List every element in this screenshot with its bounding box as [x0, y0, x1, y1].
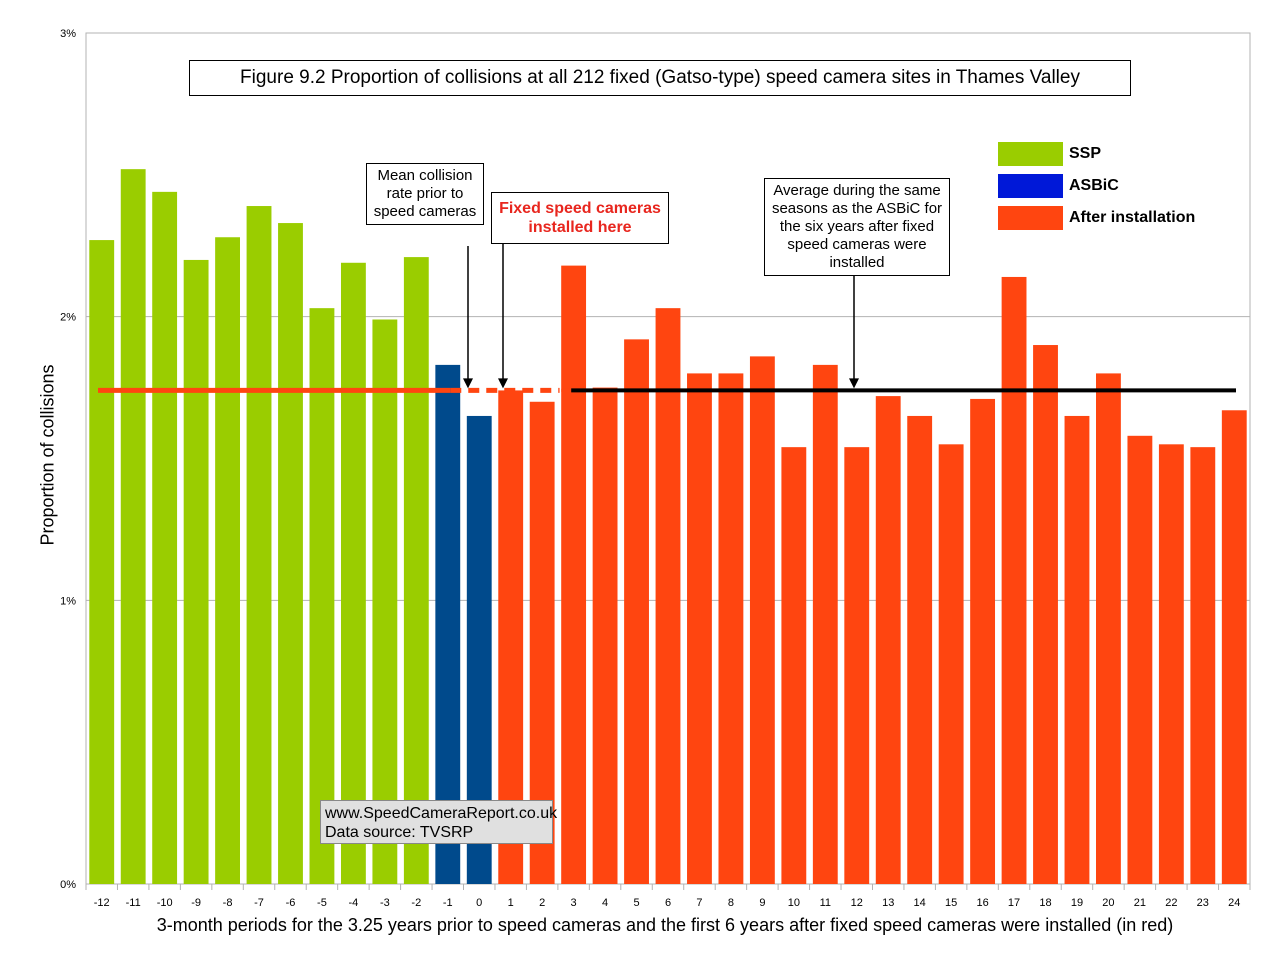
legend-label-after: After installation: [1069, 209, 1196, 226]
x-tick-label: 4: [602, 897, 608, 909]
bar: [309, 308, 335, 884]
x-tick-label: 21: [1134, 897, 1146, 909]
source-url: www.SpeedCameraReport.co.uk: [325, 805, 558, 822]
x-tick-label: -6: [286, 897, 296, 909]
bar: [340, 262, 366, 884]
legend-item-ssp: SSP: [998, 138, 1208, 170]
x-tick-label: -4: [349, 897, 359, 909]
bar: [278, 223, 303, 885]
bar: [970, 398, 996, 884]
source-note: Data source: TVSRP: [325, 824, 474, 841]
bar: [844, 447, 870, 884]
y-axis-label: Proportion of collisions: [37, 364, 58, 546]
bar: [1064, 415, 1090, 884]
x-tick-label: 10: [788, 897, 800, 909]
bar: [875, 396, 901, 884]
x-tick-label: 13: [882, 897, 894, 909]
x-tick-label: 7: [696, 897, 702, 909]
bar: [1127, 435, 1153, 884]
bar: [781, 447, 807, 884]
x-tick-label: -9: [191, 897, 201, 909]
legend-label-asbic: ASBiC: [1069, 177, 1119, 194]
mean-arrow-head: [463, 378, 473, 389]
x-tick-label: 19: [1071, 897, 1083, 909]
bar: [1221, 410, 1247, 884]
x-tick-label: 8: [728, 897, 734, 909]
y-tick-label: 1%: [60, 595, 76, 607]
legend-swatch-after: [998, 206, 1063, 230]
bar: [183, 259, 209, 884]
average-annotation: Average during the same seasons as the A…: [764, 178, 950, 276]
source-box: www.SpeedCameraReport.co.uk Data source:…: [320, 800, 558, 844]
x-tick-label: 24: [1228, 897, 1240, 909]
bar: [403, 257, 429, 884]
bar: [655, 308, 681, 884]
bar: [592, 387, 618, 884]
bar: [624, 339, 649, 884]
bar: [1001, 276, 1027, 884]
x-tick-label: -7: [254, 897, 264, 909]
x-axis-label: 3-month periods for the 3.25 years prior…: [156, 915, 1174, 935]
x-tick-label: -10: [157, 897, 173, 909]
x-tick-label: 18: [1039, 897, 1051, 909]
y-tick-label: 2%: [60, 312, 76, 324]
x-tick-label: -12: [94, 897, 110, 909]
legend: SSP ASBiC After installation: [998, 138, 1208, 234]
x-tick-label: 12: [851, 897, 863, 909]
y-tick-label: 3%: [60, 28, 76, 40]
bar: [687, 373, 712, 884]
bar: [215, 237, 240, 885]
x-tick-label: 6: [665, 897, 671, 909]
x-tick-label: -3: [380, 897, 390, 909]
x-tick-label: 22: [1165, 897, 1177, 909]
x-tick-label: 0: [476, 897, 482, 909]
bar: [561, 265, 587, 884]
x-tick-label: -1: [443, 897, 453, 909]
bar: [435, 364, 461, 884]
cameras-installed-annotation: Fixed speed cameras installed here: [491, 192, 669, 244]
x-tick-label: 17: [1008, 897, 1020, 909]
x-tick-label: 11: [820, 897, 831, 909]
average-arrow-head: [849, 378, 859, 389]
bar: [89, 240, 115, 884]
x-tick-label: 15: [945, 897, 957, 909]
x-tick-label: -5: [317, 897, 327, 909]
bar: [372, 319, 398, 885]
bar: [812, 364, 838, 884]
x-tick-label: -11: [126, 897, 141, 909]
bar: [907, 415, 933, 884]
x-tick-label: 20: [1102, 897, 1114, 909]
x-tick-label: 9: [759, 897, 765, 909]
mean-rate-annotation: Mean collision rate prior to speed camer…: [366, 163, 484, 225]
x-tick-label: 16: [976, 897, 988, 909]
bar: [718, 373, 744, 884]
x-tick-label: 5: [633, 897, 639, 909]
x-tick-label: -8: [223, 897, 233, 909]
fixed-arrow-head: [498, 378, 508, 389]
x-tick-label: 2: [539, 897, 545, 909]
x-tick-label: 1: [508, 897, 514, 909]
legend-swatch-asbic: [998, 174, 1063, 198]
bar: [1190, 447, 1216, 884]
legend-item-after: After installation: [998, 202, 1208, 234]
legend-swatch-ssp: [998, 142, 1063, 166]
legend-label-ssp: SSP: [1069, 145, 1102, 162]
bar: [1158, 444, 1184, 884]
bar: [246, 206, 272, 884]
bar: [152, 191, 178, 884]
bar: [120, 169, 146, 884]
x-tick-label: -2: [411, 897, 421, 909]
bar: [938, 444, 964, 884]
x-tick-label: 23: [1197, 897, 1209, 909]
chart-title: Figure 9.2 Proportion of collisions at a…: [189, 60, 1131, 96]
x-tick-label: 14: [914, 897, 926, 909]
y-tick-label: 0%: [60, 879, 76, 891]
bar: [1096, 373, 1121, 884]
x-tick-label: 3: [571, 897, 577, 909]
bar: [1033, 345, 1058, 884]
bar: [749, 356, 775, 884]
legend-item-asbic: ASBiC: [998, 170, 1208, 202]
